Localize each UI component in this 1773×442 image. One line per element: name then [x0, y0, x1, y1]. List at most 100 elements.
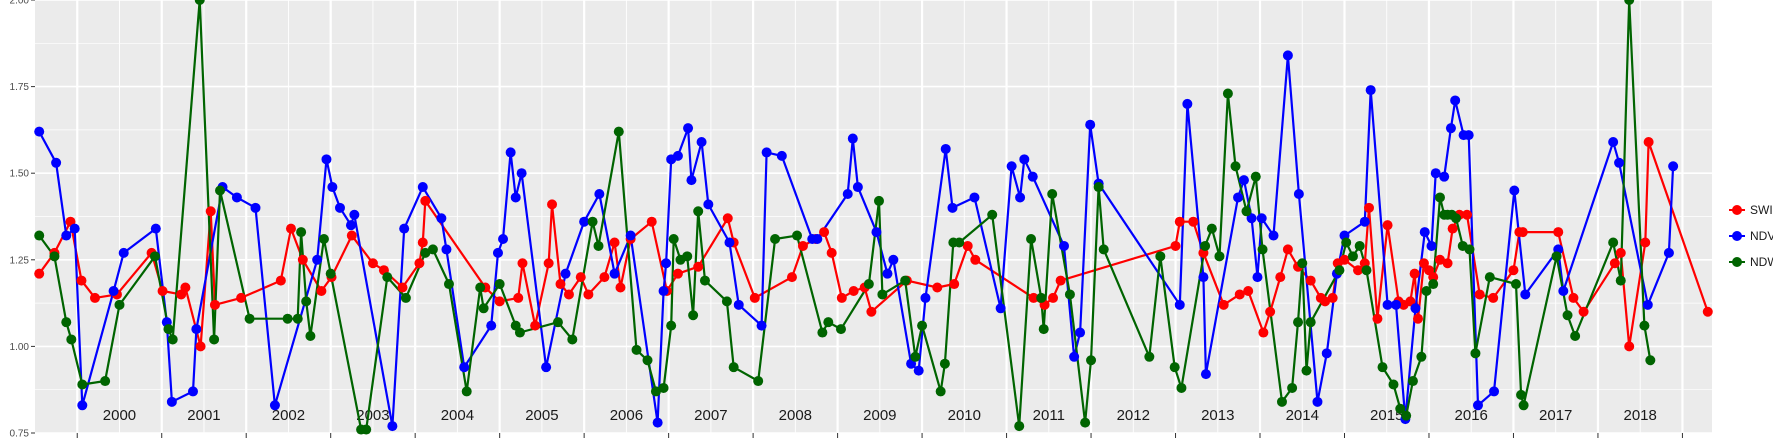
data-point-ndvi: [1520, 289, 1531, 300]
data-point-ndvi: [1359, 216, 1370, 227]
year-label: 2008: [779, 407, 812, 424]
data-point-swir: [609, 237, 620, 248]
data-point-ndvi: [1233, 192, 1244, 203]
data-point-swir: [397, 282, 408, 293]
data-point-ndvi: [920, 292, 931, 303]
data-point-ndvi: [1391, 299, 1402, 310]
data-point-ndwi: [1334, 265, 1345, 276]
data-point-swir: [1508, 265, 1519, 276]
data-point-ndwi: [1451, 213, 1462, 224]
data-point-swir: [1409, 268, 1420, 279]
data-point-ndvi: [505, 147, 516, 158]
data-point-swir: [1461, 209, 1472, 220]
data-point-ndwi: [1395, 403, 1406, 414]
data-point-ndvi: [969, 192, 980, 203]
y-axis: 0.75 1.00 1.25 1.50 1.75 2.00: [10, 0, 1683, 440]
data-point-swir: [530, 320, 541, 331]
data-point-swir: [1405, 296, 1416, 307]
data-point-ndvi: [459, 362, 470, 373]
data-point-ndwi: [699, 275, 710, 286]
year-label: 2002: [272, 407, 305, 424]
data-point-swir: [543, 258, 554, 269]
data-point-ndwi: [1562, 310, 1573, 321]
data-point-swir: [1412, 313, 1423, 324]
data-point-swir: [236, 292, 247, 303]
data-point-ndwi: [1038, 324, 1049, 335]
data-point-ndwi: [650, 386, 661, 397]
data-point-ndwi: [1200, 240, 1211, 251]
data-point-ndwi: [1086, 355, 1097, 366]
data-point-ndwi: [1639, 320, 1650, 331]
data-point-ndwi: [77, 379, 88, 390]
data-point-ndwi: [1064, 289, 1075, 300]
data-point-ndwi: [1518, 400, 1529, 411]
data-point-swir: [367, 258, 378, 269]
year-label: 2016: [1455, 407, 1488, 424]
data-point-swir: [786, 272, 797, 283]
data-point-ndwi: [693, 206, 704, 217]
data-point-ndwi: [863, 279, 874, 290]
data-point-ndvi: [1312, 396, 1323, 407]
data-point-ndvi: [696, 137, 707, 148]
data-point-swir: [1055, 275, 1066, 286]
data-point-ndwi: [1214, 251, 1225, 262]
data-point-ndvi: [842, 188, 853, 199]
data-point-ndvi: [1019, 154, 1030, 165]
data-point-ndvi: [847, 133, 858, 144]
data-point-ndvi: [150, 223, 161, 234]
data-point-ndwi: [753, 376, 764, 387]
data-point-ndvi: [312, 254, 323, 265]
data-point-ndwi: [420, 247, 431, 258]
data-point-ndwi: [1257, 244, 1268, 255]
data-point-ndvi: [1246, 213, 1257, 224]
data-point-ndvi: [269, 400, 280, 411]
data-point-ndwi: [1551, 251, 1562, 262]
data-point-ndvi: [625, 230, 636, 241]
data-point-ndvi: [871, 227, 882, 238]
data-point-ndwi: [900, 275, 911, 286]
data-point-swir: [1188, 216, 1199, 227]
data-point-ndwi: [1347, 251, 1358, 262]
year-label: 2003: [356, 407, 389, 424]
data-point-swir: [205, 206, 216, 217]
data-point-ndwi: [292, 313, 303, 324]
year-label: 2000: [103, 407, 136, 424]
data-point-ndwi: [427, 244, 438, 255]
data-point-ndwi: [1377, 362, 1388, 373]
data-point-swir: [646, 216, 657, 227]
data-point-ndvi: [947, 202, 958, 213]
data-point-ndwi: [1570, 331, 1581, 342]
legend-label-swir: SWIR: [1750, 203, 1773, 217]
y-tick-label: 2.00: [10, 0, 30, 7]
data-point-ndwi: [935, 386, 946, 397]
data-point-swir: [1339, 254, 1350, 265]
legend-key-ndwi: [1729, 254, 1745, 270]
data-point-ndvi: [166, 396, 177, 407]
data-point-ndvi: [1085, 119, 1096, 130]
data-point-swir: [1170, 240, 1181, 251]
data-point-swir: [316, 285, 327, 296]
data-point-ndwi: [721, 296, 732, 307]
data-point-swir: [1702, 306, 1713, 317]
data-point-ndvi: [1439, 171, 1450, 182]
data-point-ndvi: [658, 285, 669, 296]
data-point-swir: [693, 261, 704, 272]
data-point-ndwi: [1388, 379, 1399, 390]
data-point-ndwi: [1401, 410, 1412, 421]
legend-dot-swir: [1732, 205, 1742, 215]
data-point-swir: [1275, 272, 1286, 283]
data-point-ndwi: [877, 289, 888, 300]
data-point-ndvi: [387, 421, 398, 432]
data-point-ndvi: [683, 123, 694, 134]
data-point-ndvi: [1430, 168, 1441, 179]
data-point-swir: [555, 279, 566, 290]
data-point-ndwi: [593, 240, 604, 251]
data-point-swir: [819, 227, 830, 238]
data-point-ndwi: [666, 320, 677, 331]
data-point-swir: [563, 289, 574, 300]
data-point-ndwi: [910, 351, 921, 362]
data-point-swir: [285, 223, 296, 234]
data-point-ndwi: [167, 334, 178, 345]
data-point-ndwi: [1206, 223, 1217, 234]
data-point-swir: [297, 254, 308, 265]
